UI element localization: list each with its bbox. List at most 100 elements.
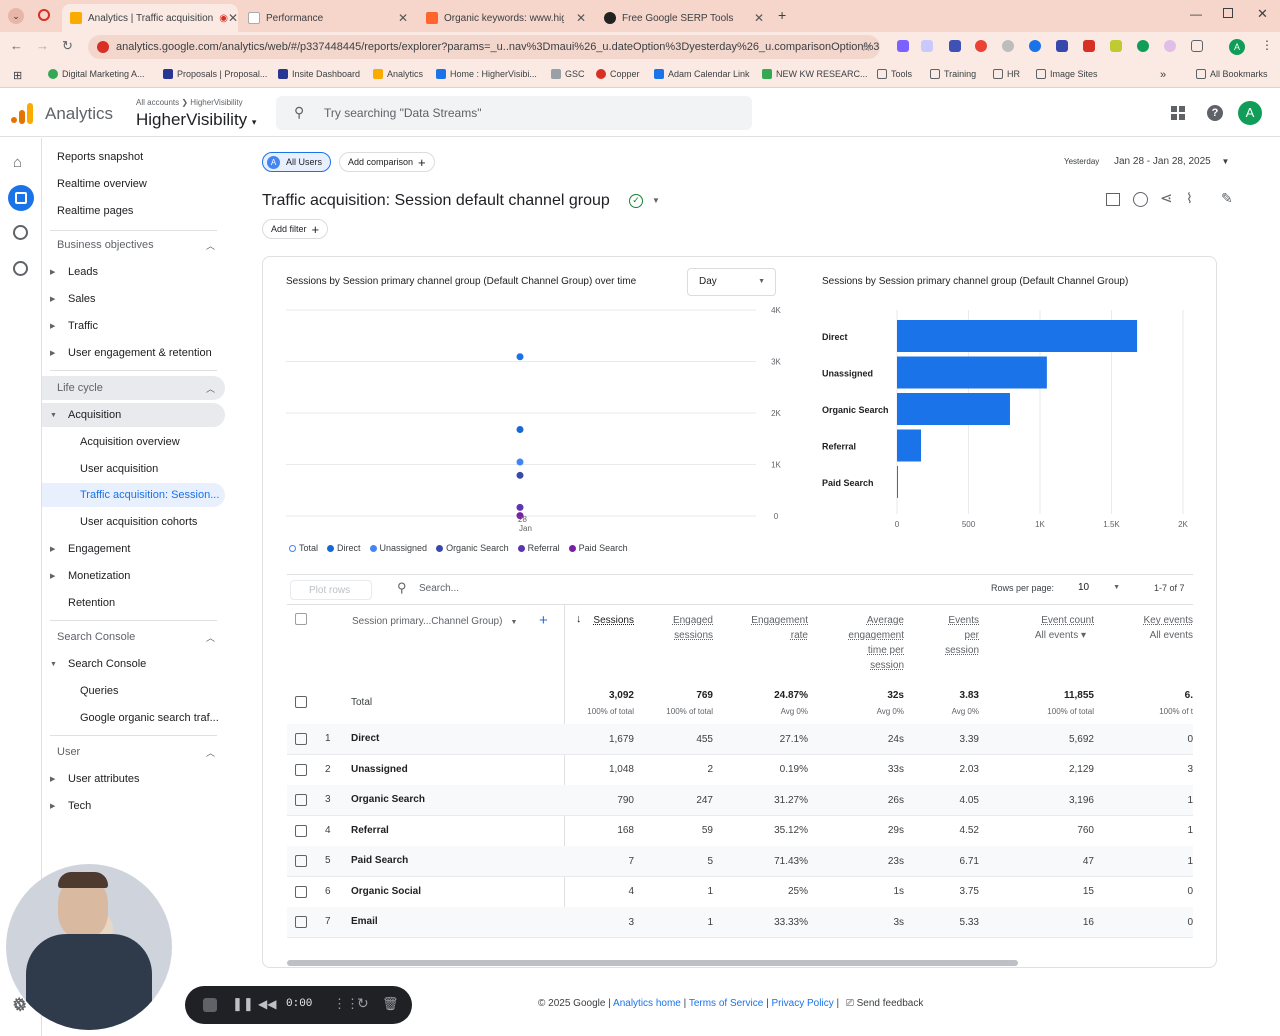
property-selector[interactable]: HigherVisibility ▾ bbox=[136, 110, 256, 130]
check-circle-icon[interactable]: ✓ bbox=[629, 194, 643, 208]
granularity-select[interactable]: Day ▼ bbox=[687, 268, 776, 296]
bar-direct[interactable] bbox=[897, 320, 1138, 352]
nav-traffic[interactable]: ▶ Traffic bbox=[42, 314, 225, 338]
restart-icon[interactable]: ↻ bbox=[357, 995, 369, 1011]
nav-acquisition-overview[interactable]: Acquisition overview bbox=[42, 430, 225, 454]
nav-traffic-acquisition[interactable]: Traffic acquisition: Session... bbox=[42, 483, 225, 507]
nav-retention[interactable]: Retention bbox=[42, 591, 225, 615]
data-point-referral[interactable] bbox=[516, 503, 524, 511]
legend-item[interactable]: Total bbox=[289, 543, 318, 553]
add-filter-button[interactable]: Add filter + bbox=[262, 219, 329, 239]
analytics-logo-icon[interactable] bbox=[11, 103, 33, 125]
bar-paid-search[interactable] bbox=[897, 466, 899, 498]
explore-icon[interactable] bbox=[13, 225, 28, 240]
nav-realtime-overview[interactable]: Realtime overview bbox=[42, 172, 225, 196]
reload-icon[interactable]: ↻ bbox=[62, 38, 73, 53]
row-checkbox[interactable] bbox=[295, 916, 307, 928]
apps-icon[interactable] bbox=[1171, 106, 1185, 120]
nav-engagement[interactable]: ▶ Engagement bbox=[42, 537, 225, 561]
settings-gear-icon[interactable]: ⚙ bbox=[13, 998, 28, 1015]
rows-per-page-select[interactable]: 10 ▼ bbox=[1072, 579, 1126, 599]
nav-google-organic-search[interactable]: Google organic search traf... bbox=[42, 706, 225, 730]
legend-item[interactable]: Unassigned bbox=[369, 543, 427, 553]
tab-performance[interactable]: Performance ✕ bbox=[240, 4, 416, 32]
bookmark-item[interactable]: Digital Marketing A... bbox=[48, 69, 145, 79]
avatar[interactable]: A bbox=[1238, 101, 1262, 125]
legend-item[interactable]: Referral bbox=[517, 543, 560, 553]
row-checkbox[interactable] bbox=[295, 763, 307, 776]
row-checkbox[interactable] bbox=[295, 824, 307, 837]
row-checkbox[interactable] bbox=[295, 733, 307, 745]
row-checkbox[interactable] bbox=[295, 855, 307, 867]
column-header[interactable]: Key events All events bbox=[1113, 613, 1193, 643]
bookmark-item[interactable]: GSC bbox=[551, 69, 585, 79]
stop-icon[interactable] bbox=[203, 998, 217, 1012]
column-header[interactable]: Engagement rate bbox=[728, 613, 808, 643]
tab-organic-keywords[interactable]: Organic keywords: www.higher ✕ bbox=[418, 4, 594, 32]
table-row[interactable]: 3 Organic Search 790 247 31.27% 26s 4.05 3,196 1 bbox=[287, 785, 1193, 816]
dimension-selector[interactable]: Session primary...Channel Group) ▼ bbox=[352, 616, 517, 627]
event-filter-select[interactable]: All events ▾ bbox=[1034, 630, 1086, 641]
row-checkbox[interactable] bbox=[295, 696, 307, 708]
bar-organic-search[interactable] bbox=[897, 393, 1010, 425]
extension-icon[interactable] bbox=[1110, 40, 1122, 52]
extension-icon[interactable] bbox=[1137, 40, 1149, 52]
close-icon[interactable]: ✕ bbox=[753, 11, 764, 25]
site-info-icon[interactable] bbox=[97, 41, 109, 53]
column-header[interactable]: Sessions bbox=[564, 613, 634, 628]
bookmark-item[interactable]: Insite Dashboard bbox=[278, 69, 360, 79]
bookmark-item[interactable]: Home : HigherVisibi... bbox=[436, 69, 537, 79]
data-point-total[interactable] bbox=[516, 353, 524, 361]
all-bookmarks-folder[interactable]: All Bookmarks bbox=[1196, 69, 1268, 79]
analytics-home-link[interactable]: Analytics home bbox=[613, 998, 681, 1009]
bookmark-item[interactable]: NEW KW RESEARC... bbox=[762, 69, 868, 79]
url-bar[interactable]: analytics.google.com/analytics/web/#/p33… bbox=[88, 35, 880, 59]
table-row[interactable]: 6 Organic Social 4 1 25% 1s 3.75 15 0 bbox=[287, 877, 1193, 908]
search-input[interactable]: ⚲ Try searching "Data Streams" bbox=[276, 96, 752, 130]
tab-search-icon[interactable]: ⌄ bbox=[8, 8, 24, 24]
all-users-chip[interactable]: A All Users bbox=[262, 152, 332, 172]
caret-down-icon[interactable]: ▼ bbox=[652, 196, 660, 205]
horizontal-scrollbar[interactable] bbox=[287, 960, 1018, 966]
extension-icon[interactable] bbox=[1002, 40, 1014, 52]
home-icon[interactable]: ⌂ bbox=[13, 154, 23, 171]
advertising-icon[interactable] bbox=[13, 261, 28, 276]
nav-reports-snapshot[interactable]: Reports snapshot bbox=[42, 145, 225, 169]
profile-avatar-icon[interactable]: A bbox=[1229, 39, 1245, 55]
data-point-organic-search[interactable] bbox=[516, 471, 524, 479]
more-bookmarks-icon[interactable]: » bbox=[1160, 69, 1167, 81]
table-row[interactable]: 2 Unassigned 1,048 2 0.19% 33s 2.03 2,129 3 bbox=[287, 755, 1193, 786]
privacy-link[interactable]: Privacy Policy bbox=[771, 998, 834, 1009]
nav-user-engagement[interactable]: ▶ User engagement & retention bbox=[42, 341, 225, 365]
nav-section-business-objectives[interactable]: Business objectives ︿ bbox=[42, 233, 225, 257]
bookmark-item[interactable]: Proposals | Proposal... bbox=[163, 69, 267, 79]
nav-sales[interactable]: ▶ Sales bbox=[42, 287, 225, 311]
nav-realtime-pages[interactable]: Realtime pages bbox=[42, 199, 225, 223]
close-icon[interactable]: ✕ bbox=[397, 11, 408, 25]
breadcrumb[interactable]: All accounts ❯ HigherVisibility bbox=[136, 98, 243, 107]
legend-item[interactable]: Paid Search bbox=[568, 543, 628, 553]
maximize-icon[interactable] bbox=[1223, 8, 1233, 18]
add-dimension-plus-icon[interactable]: + bbox=[539, 612, 548, 629]
new-tab-icon[interactable]: + bbox=[778, 7, 787, 23]
nav-user-acquisition[interactable]: User acquisition bbox=[42, 457, 225, 481]
nav-user-attributes[interactable]: ▶ User attributes bbox=[42, 767, 225, 791]
extension-icon[interactable] bbox=[1056, 40, 1068, 52]
edit-pencil-icon[interactable]: ✎ bbox=[1221, 190, 1233, 206]
extension-icon[interactable] bbox=[975, 40, 987, 52]
tab-analytics[interactable]: Analytics | Traffic acquisition ◉ ✕ bbox=[62, 4, 238, 32]
bookmark-item[interactable]: Copper bbox=[596, 69, 640, 79]
data-point-paid-search[interactable] bbox=[516, 512, 524, 520]
close-icon[interactable]: ✕ bbox=[575, 11, 586, 25]
nav-section-life-cycle[interactable]: Life cycle ︿ bbox=[42, 376, 225, 400]
add-comparison-button[interactable]: Add comparison + bbox=[339, 152, 435, 172]
trash-icon[interactable]: 🗑 bbox=[382, 996, 399, 1011]
bookmark-item[interactable]: Analytics bbox=[373, 69, 423, 79]
column-header[interactable]: Events per session bbox=[919, 613, 979, 658]
table-row[interactable]: 7 Email 3 1 33.33% 3s 5.33 16 0 bbox=[287, 907, 1193, 938]
nav-search-console[interactable]: ▼ Search Console bbox=[42, 652, 225, 676]
bookmark-folder[interactable]: Training bbox=[930, 69, 976, 79]
event-filter-select[interactable]: All events bbox=[1149, 630, 1193, 641]
apps-grid-icon[interactable]: ⊞ bbox=[13, 70, 23, 82]
sort-down-arrow-icon[interactable]: ↓ bbox=[576, 613, 582, 625]
